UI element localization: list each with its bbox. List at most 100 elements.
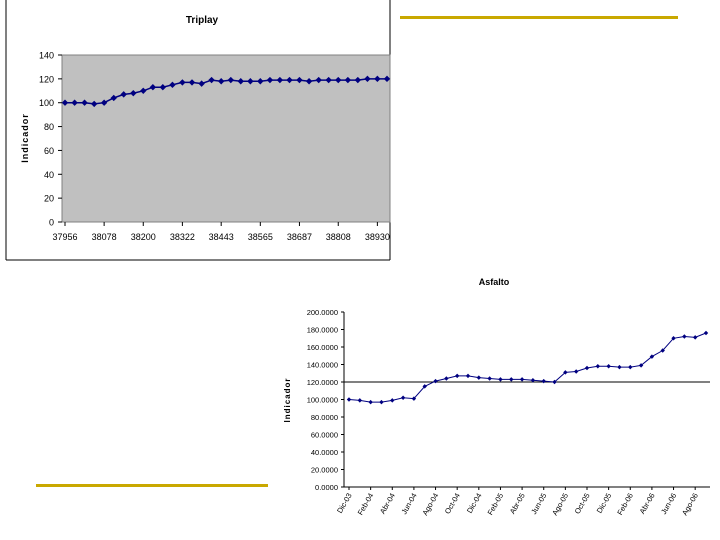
asfalto-data-point [509,377,514,382]
triplay-data-point [169,81,176,89]
triplay-x-tick-label: 38687 [287,232,312,242]
asfalto-x-tick-label: Oct-05 [573,492,592,516]
asfalto-data-point [606,364,611,369]
asfalto-x-tick-label: Jun-05 [529,492,548,516]
asfalto-data-point [660,348,665,353]
asfalto-y-axis-label: Indicador [283,377,292,422]
asfalto-y-tick-label: 160.0000 [307,343,338,352]
triplay-y-tick-label: 100 [39,98,54,108]
triplay-y-tick-label: 80 [44,122,54,132]
triplay-x-tick-label: 38565 [248,232,273,242]
triplay-x-tick-label: 38200 [131,232,156,242]
triplay-data-point [188,79,196,86]
triplay-data-point [120,91,127,98]
asfalto-x-tick-label: Ago-05 [550,492,570,517]
triplay-data-point [247,78,254,85]
triplay-data-point [237,78,244,85]
triplay-data-point [227,76,235,84]
triplay-data-point [159,84,167,91]
triplay-data-point [61,99,69,106]
asfalto-x-tick-label: Feb-04 [356,492,376,517]
triplay-data-point [364,75,371,83]
triplay-y-tick-label: 0 [49,218,54,228]
asfalto-data-point [682,334,687,339]
asfalto-data-point [573,369,579,374]
asfalto-data-point [519,377,525,382]
triplay-data-point [217,78,225,85]
triplay-data-point [198,80,205,87]
triplay-series-line [65,78,387,105]
asfalto-x-tick-label: Abr-06 [638,492,657,516]
triplay-data-point [383,75,391,83]
asfalto-y-tick-label: 80.0000 [311,413,338,422]
triplay-data-point [257,78,264,85]
triplay-y-axis-label: Indicador [20,113,30,163]
triplay-x-tick-label: 38322 [170,232,195,242]
asfalto-data-point [390,398,395,403]
asfalto-data-point [433,378,438,384]
asfalto-data-point [422,384,427,389]
asfalto-data-point [692,335,698,340]
triplay-data-point [286,76,293,84]
asfalto-data-point [346,397,352,402]
triplay-data-point [140,87,147,94]
asfalto-y-tick-label: 100.0000 [307,396,338,405]
decorative-rule-top-right [400,16,678,19]
triplay-data-point [344,76,352,84]
triplay-data-point [354,76,362,84]
triplay-y-tick-label: 120 [39,74,54,84]
triplay-x-tick-label: 38930 [365,232,390,242]
triplay-x-tick-label: 38443 [209,232,234,242]
triplay-data-point [149,84,157,91]
decorative-rule-bottom-left [36,484,268,487]
triplay-title: Triplay [186,15,219,26]
triplay-data-point [325,76,332,84]
triplay-y-tick-label: 140 [39,51,54,61]
asfalto-y-tick-label: 0.0000 [315,483,338,492]
asfalto-x-tick-label: Ago-06 [680,492,700,517]
asfalto-data-point [498,377,503,382]
triplay-data-point [266,76,274,84]
asfalto-x-tick-label: Jun-04 [399,492,418,516]
asfalto-data-point [465,373,471,379]
triplay-plot-area [61,54,391,223]
triplay-data-point [110,94,117,102]
asfalto-data-point [400,395,406,400]
triplay-data-point [305,78,313,85]
asfalto-x-tick-label: Dic-04 [465,492,484,515]
asfalto-x-tick-label: Feb-06 [615,492,635,517]
asfalto-x-tick-label: Jun-06 [659,492,678,516]
triplay-y-tick-label: 20 [44,194,54,204]
asfalto-data-point [368,399,373,405]
asfalto-y-tick-label: 200.0000 [307,308,338,317]
triplay-data-point [315,76,322,84]
triplay-y-tick-label: 60 [44,146,54,156]
triplay-data-point [208,76,215,84]
asfalto-data-point [563,370,568,375]
triplay-data-point [81,99,88,106]
asfalto-x-tick-label: Dic-05 [595,492,614,515]
asfalto-y-tick-label: 20.0000 [311,466,338,475]
asfalto-y-tick-label: 120.0000 [307,378,338,387]
asfalto-x-tick-label: Oct-04 [443,492,462,516]
asfalto-x-tick-label: Ago-04 [420,492,440,517]
triplay-data-point [130,89,137,97]
triplay-x-tick-label: 37956 [52,232,77,242]
asfalto-x-tick-label: Dic-03 [335,492,354,515]
asfalto-chart: Asfalto Indicador 0.0000 20.0000 40.0000 60… [283,277,710,517]
triplay-data-point [71,99,78,106]
asfalto-data-point [584,365,590,371]
asfalto-data-point [530,378,536,383]
asfalto-data-point [487,376,492,381]
asfalto-y-tick-label: 180.0000 [307,326,338,335]
asfalto-y-tick-label: 140.0000 [307,361,338,370]
asfalto-data-point [552,379,557,385]
triplay-data-point [90,100,98,108]
asfalto-y-tick-label: 40.0000 [311,448,338,457]
triplay-data-point [276,76,284,84]
asfalto-series-line [348,332,707,403]
triplay-y-tick-label: 40 [44,170,54,180]
asfalto-data-point [379,399,384,405]
triplay-chart: Triplay Indicador 0 20 40 60 80 100 120 140 379… [5,0,391,261]
triplay-data-point [179,79,186,86]
